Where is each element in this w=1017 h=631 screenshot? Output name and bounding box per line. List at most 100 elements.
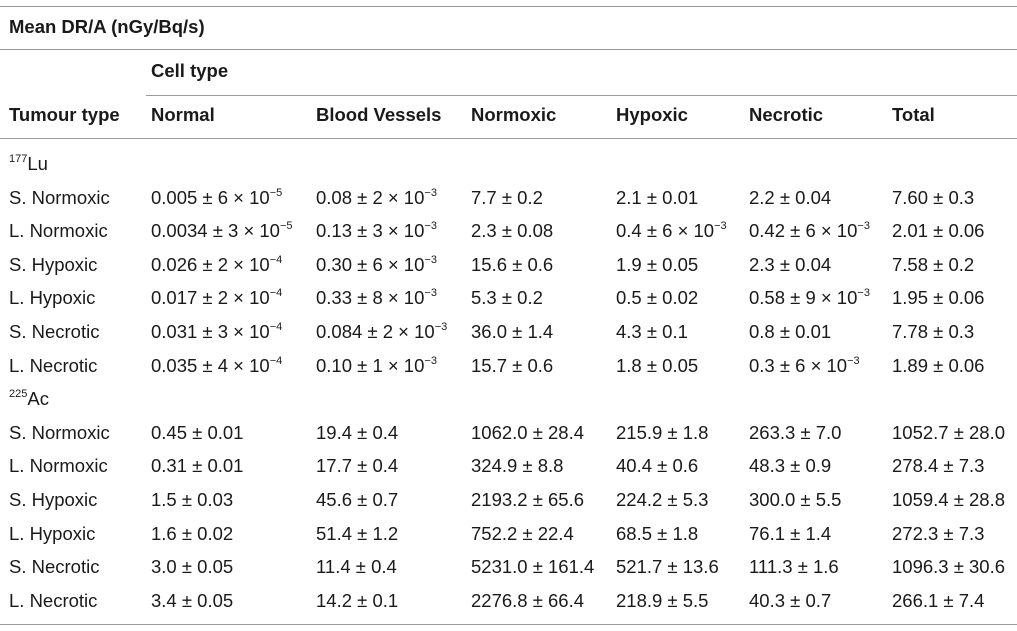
table-cell: 266.1 ± 7.4	[892, 589, 985, 611]
row-label: L. Hypoxic	[9, 287, 96, 309]
table-cell: 14.2 ± 0.1	[316, 589, 399, 611]
row-label: S. Necrotic	[9, 556, 100, 578]
table-cell: 1062.0 ± 28.4	[471, 421, 585, 443]
table-cell: 2193.2 ± 65.6	[471, 489, 585, 510]
row-label: L. Hypoxic	[9, 522, 96, 544]
column-header-necrotic: Necrotic	[749, 104, 824, 125]
table-cell: 15.6 ± 0.6	[471, 253, 554, 275]
table-cell: 15.7 ± 0.6	[471, 354, 554, 376]
cell-type-rule	[146, 95, 1017, 96]
table-cell: 2.3 ± 0.08	[471, 220, 554, 242]
table-cell: 5.3 ± 0.2	[471, 287, 543, 309]
table-cell: 2.01 ± 0.06	[892, 220, 985, 242]
column-header-hypoxic: Hypoxic	[616, 104, 688, 125]
table-cell: 2276.8 ± 66.4	[471, 589, 585, 611]
table-cell: 0.017 ± 2 × 10−4	[151, 287, 283, 309]
isotope-label: 225Ac	[9, 388, 49, 410]
table-cell: 45.6 ± 0.7	[316, 489, 399, 510]
table-cell: 1052.7 ± 28.0	[892, 421, 1006, 443]
table-cell: 0.30 ± 6 × 10−3	[316, 253, 437, 275]
row-label: L. Necrotic	[9, 354, 98, 376]
table-cell: 2.3 ± 0.04	[749, 253, 832, 275]
bottom-rule	[0, 624, 1017, 625]
table-cell: 0.005 ± 6 × 10−5	[151, 186, 283, 208]
table-cell: 3.0 ± 0.05	[151, 556, 234, 578]
table-cell: 40.4 ± 0.6	[616, 455, 699, 477]
table-cell: 19.4 ± 0.4	[316, 421, 399, 443]
table-cell: 48.3 ± 0.9	[749, 455, 832, 477]
table-cell: 1.9 ± 0.05	[616, 253, 699, 275]
table-cell: 263.3 ± 7.0	[749, 421, 842, 443]
table-cell: 0.035 ± 4 × 10−4	[151, 354, 283, 376]
table-cell: 7.7 ± 0.2	[471, 186, 543, 208]
table-cell: 2.2 ± 0.04	[749, 186, 832, 208]
table-cell: 111.3 ± 1.6	[749, 556, 839, 578]
table-cell: 324.9 ± 8.8	[471, 455, 564, 477]
isotope-label: 177Lu	[9, 153, 48, 175]
isotope-element: Lu	[27, 153, 48, 174]
row-label: S. Necrotic	[9, 321, 100, 342]
column-header-normal: Normal	[151, 104, 215, 125]
table-cell: 0.10 ± 1 × 10−3	[316, 354, 437, 376]
isotope-mass: 177	[9, 153, 28, 165]
table-cell: 0.3 ± 6 × 10−3	[749, 354, 860, 376]
table-cell: 1096.3 ± 30.6	[892, 556, 1006, 578]
table-cell: 752.2 ± 22.4	[471, 522, 574, 544]
table-cell: 272.3 ± 7.3	[892, 522, 985, 544]
table-cell: 17.7 ± 0.4	[316, 455, 399, 477]
table-cell: 1.89 ± 0.06	[892, 354, 985, 376]
table-cell: 0.08 ± 2 × 10−3	[316, 186, 437, 208]
table-cell: 300.0 ± 5.5	[749, 489, 842, 510]
table-cell: 4.3 ± 0.1	[616, 321, 688, 342]
table-cell: 0.58 ± 9 × 10−3	[749, 287, 870, 309]
table-cell: 224.2 ± 5.3	[616, 489, 709, 510]
row-label: L. Normoxic	[9, 220, 108, 242]
header-rule	[0, 138, 1017, 139]
table-cell: 7.78 ± 0.3	[892, 321, 975, 342]
column-header-tumour-type: Tumour type	[9, 104, 120, 125]
table-cell: 1.5 ± 0.03	[151, 489, 234, 510]
table-cell: 2.1 ± 0.01	[616, 186, 699, 208]
table-cell: 0.084 ± 2 × 10−3	[316, 321, 448, 342]
table-cell: 0.026 ± 2 × 10−4	[151, 253, 283, 275]
table-cell: 0.4 ± 6 × 10−3	[616, 220, 727, 242]
row-label: S. Hypoxic	[9, 253, 98, 275]
cell-type-header: Cell type	[151, 60, 229, 81]
table-cell: 0.33 ± 8 × 10−3	[316, 287, 437, 309]
table-cell: 1.8 ± 0.05	[616, 354, 699, 376]
table-cell: 278.4 ± 7.3	[892, 455, 985, 477]
row-label: S. Normoxic	[9, 186, 110, 208]
table-cell: 0.45 ± 0.01	[151, 421, 244, 443]
table-cell: 215.9 ± 1.8	[616, 421, 709, 443]
table-cell: 76.1 ± 1.4	[749, 522, 832, 544]
table-cell: 1059.4 ± 28.8	[892, 489, 1006, 510]
table-cell: 0.13 ± 3 × 10−3	[316, 220, 437, 242]
isotope-mass: 225	[9, 388, 28, 401]
table-cell: 0.031 ± 3 × 10−4	[151, 321, 283, 342]
table-title: Mean DR/A (nGy/Bq/s)	[9, 16, 205, 37]
row-label: L. Normoxic	[9, 455, 108, 477]
table-cell: 40.3 ± 0.7	[749, 589, 832, 611]
isotope-element: Ac	[27, 388, 49, 410]
table-cell: 0.31 ± 0.01	[151, 455, 244, 477]
table-cell: 521.7 ± 13.6	[616, 556, 719, 578]
column-header-blood-vessels: Blood Vessels	[316, 104, 442, 125]
table-cell: 0.0034 ± 3 × 10−5	[151, 220, 293, 242]
table-cell: 68.5 ± 1.8	[616, 522, 699, 544]
table-cell: 1.6 ± 0.02	[151, 522, 234, 544]
row-label: L. Necrotic	[9, 589, 98, 611]
row-label: S. Normoxic	[9, 421, 110, 443]
table-cell: 5231.0 ± 161.4	[471, 556, 595, 578]
table-title-row: Mean DR/A (nGy/Bq/s)	[0, 6, 1017, 50]
table-cell: 0.5 ± 0.02	[616, 287, 699, 309]
table-cell: 3.4 ± 0.05	[151, 589, 234, 611]
column-header-normoxic: Normoxic	[471, 104, 557, 125]
table-cell: 0.42 ± 6 × 10−3	[749, 220, 870, 242]
table-cell: 0.8 ± 0.01	[749, 321, 832, 342]
table-cell: 1.95 ± 0.06	[892, 287, 985, 309]
table-cell: 11.4 ± 0.4	[316, 556, 397, 578]
table-cell: 51.4 ± 1.2	[316, 522, 399, 544]
table-cell: 218.9 ± 5.5	[616, 589, 709, 611]
table-cell: 7.58 ± 0.2	[892, 253, 975, 275]
table-cell: 36.0 ± 1.4	[471, 321, 554, 342]
